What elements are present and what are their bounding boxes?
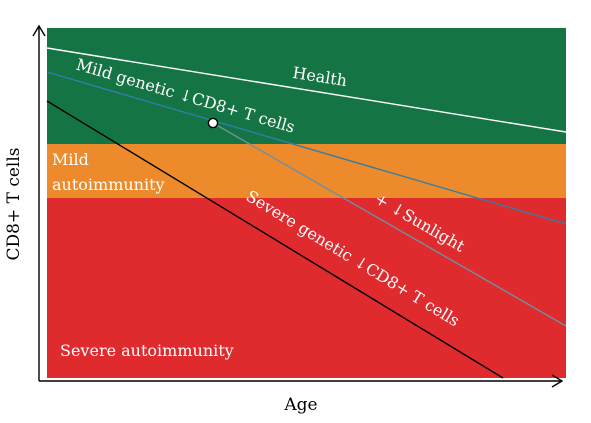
health-line	[46, 47, 567, 133]
mild-autoimmunity-label-line2: autoimmunity	[52, 175, 165, 194]
y-axis-arrow-icon	[32, 24, 46, 37]
severe-genetic-line	[46, 100, 504, 379]
health-zone	[47, 28, 566, 144]
mild-genetic-line	[46, 71, 567, 225]
x-axis-arrow-icon	[551, 374, 564, 388]
x-axis-label: Age	[283, 395, 317, 415]
branch-point-marker	[207, 117, 219, 129]
sunlight-line	[212, 122, 567, 327]
y-axis-label: CD8+ T cells	[4, 147, 24, 260]
severe-autoimmunity-zone	[47, 198, 566, 378]
mild-autoimmunity-label-line1: Mild	[52, 150, 89, 169]
severe-autoimmunity-label: Severe autoimmunity	[60, 341, 234, 360]
